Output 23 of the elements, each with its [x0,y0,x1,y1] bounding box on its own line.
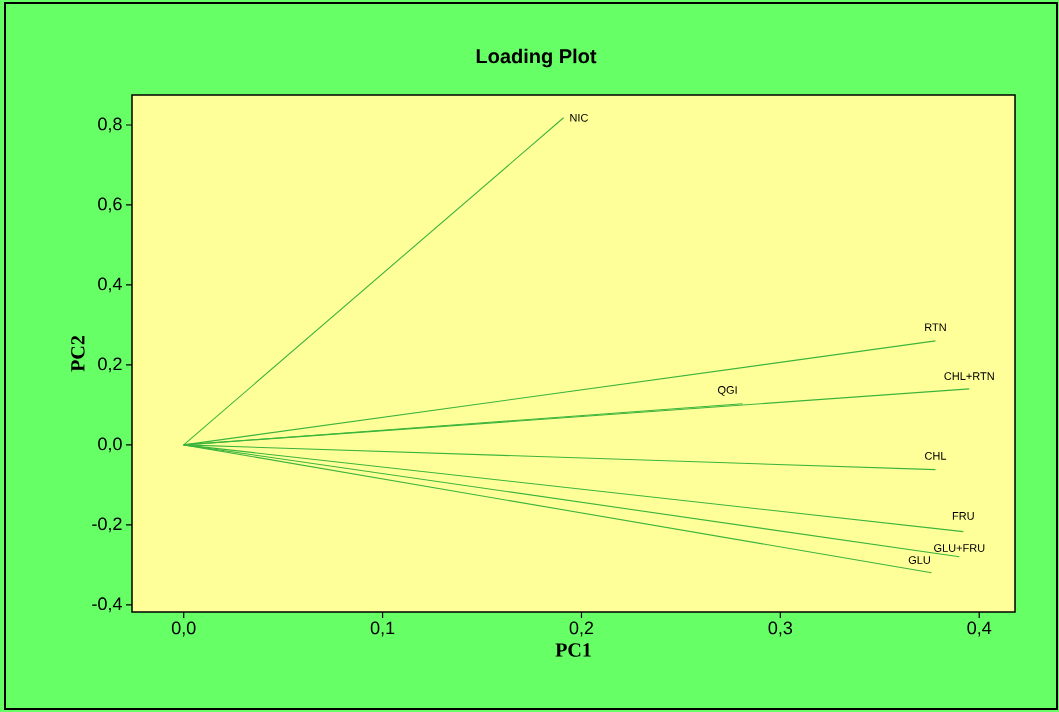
chart-title: Loading Plot [476,48,597,68]
y-tick-label: 0,0 [98,437,122,453]
x-axis-title: PC1 [555,643,591,657]
series-label: NIC [570,113,588,122]
series-label: CHL+RTN [944,372,994,380]
y-axis-title: PC2 [71,336,85,372]
x-tick-label: 0,1 [370,621,395,637]
series-label: CHL [925,451,947,460]
series-label: RTN [925,323,946,332]
y-tick-label: 0,2 [98,357,122,373]
x-tick-label: 0,0 [171,621,196,637]
series-label: GLU [908,556,930,564]
series-label: QGI [717,386,737,396]
series-label: FRU [952,512,974,520]
y-tick-label: 0,6 [98,197,122,213]
y-tick-label: -0,2 [92,517,122,533]
y-tick-label: -0,4 [92,597,122,613]
x-tick-label: 0,3 [768,621,793,637]
x-tick-label: 0,4 [967,621,992,637]
y-tick-label: 0,8 [98,117,122,133]
y-tick-label: 0,4 [98,277,122,293]
series-label: GLU+FRU [934,544,985,552]
x-tick-label: 0,2 [569,621,594,637]
